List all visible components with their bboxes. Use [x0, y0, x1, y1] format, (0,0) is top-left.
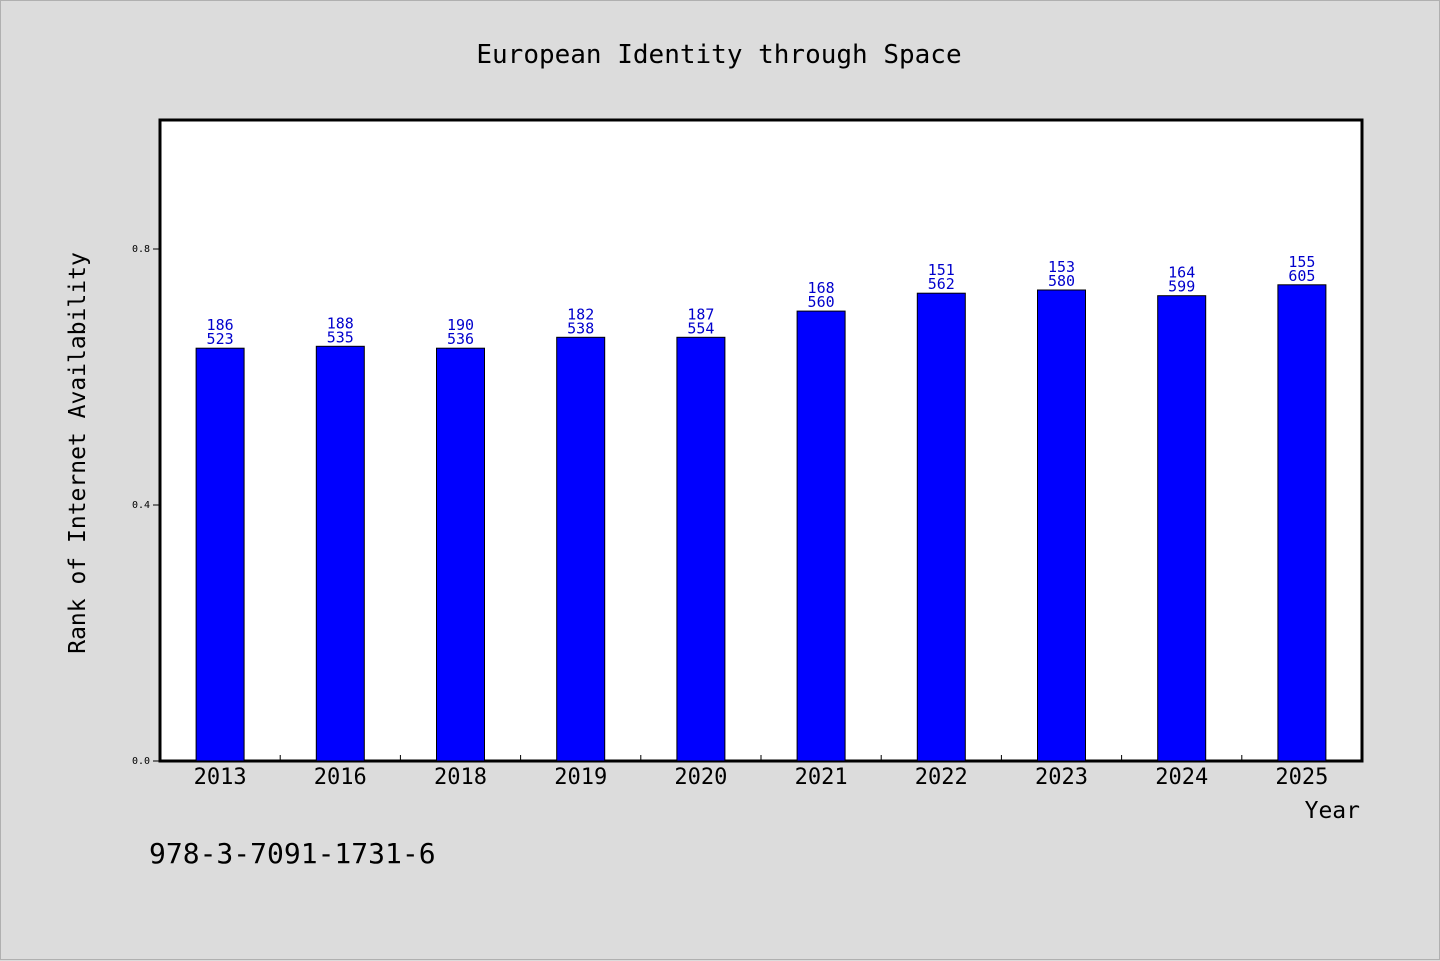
data-label-2013-2: 523: [207, 330, 234, 348]
x-tick-label-2019: 2019: [554, 765, 607, 790]
bar-2019: [556, 336, 606, 762]
data-label-2023-2: 580: [1048, 272, 1075, 290]
data-label-2024-1: 164: [1168, 264, 1195, 282]
x-tick-label-2025: 2025: [1275, 765, 1328, 790]
data-label-2019-2: 538: [567, 319, 594, 337]
y-axis-ticks: 0.0 0.4 0.8: [132, 244, 160, 767]
bar-2018: [436, 347, 485, 762]
x-tick-label-2020: 2020: [674, 765, 727, 790]
data-label-2023-1: 153: [1048, 258, 1075, 276]
y-tick-label-0.0: 0.0: [132, 756, 150, 767]
bar-2021: [796, 310, 846, 762]
data-label-2021-2: 560: [808, 293, 835, 311]
x-tick-label-2024: 2024: [1155, 765, 1208, 790]
data-label-2025-1: 155: [1288, 253, 1315, 271]
data-label-2021-1: 168: [808, 279, 835, 297]
bar-2025: [1277, 284, 1327, 762]
bar-2020: [676, 336, 726, 762]
bar-2016: [315, 345, 365, 762]
y-axis-label: Rank of Internet Availability: [65, 252, 91, 654]
x-axis-label: Year: [1305, 798, 1360, 824]
data-label-2018-1: 190: [447, 316, 474, 334]
x-tick-label-2021: 2021: [795, 765, 848, 790]
data-label-2016-2: 535: [327, 328, 354, 346]
data-labels-layer: 1865231885351905361825381875541685601515…: [207, 253, 1316, 348]
chart-title: European Identity through Space: [476, 40, 961, 70]
y-tick-label-0.4: 0.4: [132, 500, 150, 511]
data-label-2025-2: 605: [1288, 267, 1315, 285]
data-label-2016-1: 188: [327, 314, 354, 332]
data-label-2022-2: 562: [928, 275, 955, 293]
data-label-2013-1: 186: [207, 316, 234, 334]
x-tick-label-2016: 2016: [314, 765, 367, 790]
data-label-2018-2: 536: [447, 330, 474, 348]
x-axis-ticks: 2013 2016 2018 2019 2020 2021 2022 2023 2024 2025: [194, 755, 1328, 790]
bar-2024: [1157, 295, 1207, 762]
x-tick-label-2023: 2023: [1035, 765, 1088, 790]
x-tick-label-2022: 2022: [915, 765, 968, 790]
data-label-2024-2: 599: [1168, 278, 1195, 296]
x-tick-label-2013: 2013: [194, 765, 247, 790]
data-label-2022-1: 151: [928, 261, 955, 279]
bar-2013: [195, 347, 245, 762]
isbn-footer: 978-3-7091-1731-6: [149, 837, 436, 870]
bar-2023: [1037, 289, 1086, 762]
x-tick-label-2018: 2018: [434, 765, 487, 790]
bar-2022: [916, 292, 966, 762]
y-tick-label-0.8: 0.8: [132, 244, 150, 255]
data-label-2019-1: 182: [567, 305, 594, 323]
data-label-2020-1: 187: [687, 305, 714, 323]
bars-layer: [195, 284, 1327, 762]
data-label-2020-2: 554: [687, 319, 714, 337]
